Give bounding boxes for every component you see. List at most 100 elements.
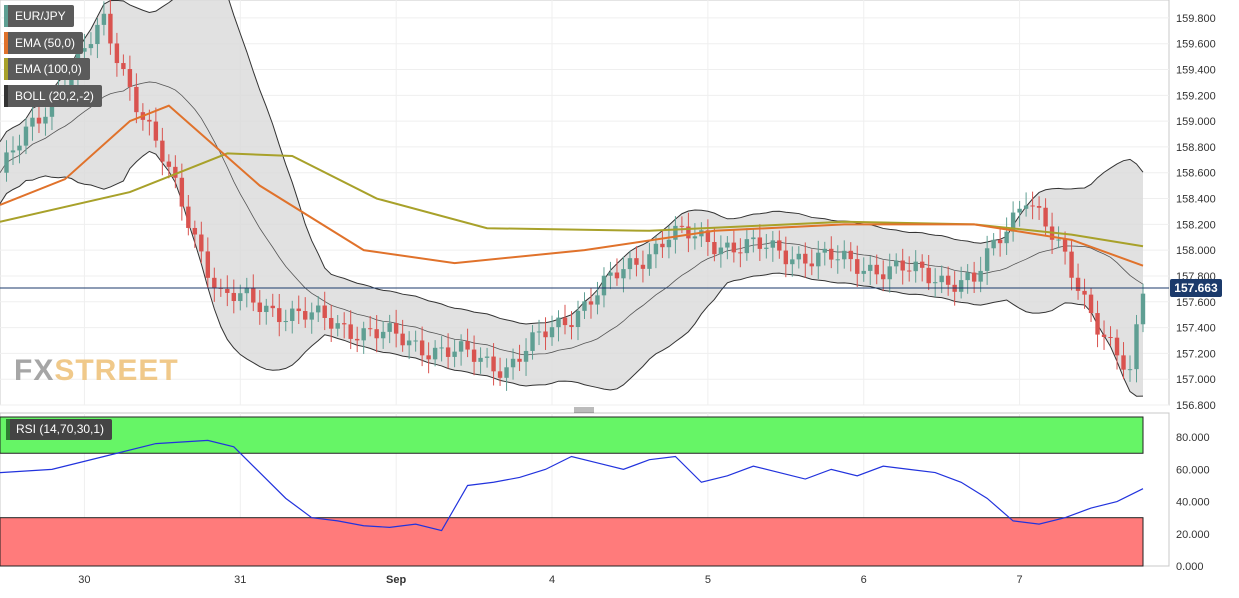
candle-body	[562, 317, 568, 326]
candle-body	[465, 341, 470, 350]
candle-body	[997, 239, 1003, 244]
candle-body	[1069, 251, 1074, 278]
candle-body	[393, 323, 399, 334]
candle-body	[582, 301, 587, 311]
candle-body	[497, 371, 503, 378]
rsi-zones	[0, 416, 1144, 567]
candle-body	[1004, 231, 1009, 244]
candle-body	[614, 272, 620, 279]
rsi-overbought-zone	[0, 416, 1144, 454]
candle-body	[458, 341, 464, 352]
candle-body	[816, 252, 821, 267]
fxstreet-watermark: FXSTREET	[14, 354, 179, 388]
candle-body	[322, 305, 327, 318]
candle-body	[1082, 290, 1087, 295]
time-tick-label: 6	[861, 574, 867, 586]
candle-body	[530, 332, 535, 351]
candle-body	[69, 73, 74, 92]
legend-rsi[interactable]: RSI (14,70,30,1)	[6, 419, 113, 440]
time-tick-label: 4	[549, 574, 555, 586]
candle-body	[887, 266, 892, 280]
ema-lines	[0, 104, 1144, 267]
candle-body	[277, 308, 282, 323]
candle-body	[1127, 369, 1133, 371]
candle-body	[1121, 355, 1126, 370]
rsi-oversold-zone	[0, 517, 1144, 567]
candle-body	[445, 347, 451, 357]
legend-rsi-label: RSI (14,70,30,1)	[16, 422, 105, 436]
candle-body	[932, 282, 938, 284]
candle-body	[764, 247, 769, 249]
candle-body	[666, 239, 672, 248]
candle-body	[601, 275, 607, 296]
candle-body	[108, 13, 113, 44]
candle-body	[1108, 337, 1113, 339]
candle-body	[770, 240, 776, 248]
candle-body	[569, 325, 574, 328]
candle-body	[88, 44, 94, 49]
candle-body	[829, 248, 834, 260]
rsi-series	[0, 439, 1144, 532]
candle-body	[127, 69, 133, 87]
legend-ema100-label: EMA (100,0)	[15, 62, 82, 76]
candle-body	[861, 270, 866, 274]
candle-body	[627, 258, 633, 270]
candle-body	[341, 323, 347, 325]
pane-resize-handle[interactable]	[574, 407, 594, 413]
candle-body	[419, 340, 425, 356]
candle-body	[1140, 293, 1146, 325]
legend-ema100[interactable]: EMA (100,0)	[4, 58, 90, 80]
candle-body	[10, 150, 16, 153]
time-tick-label: 30	[78, 574, 90, 586]
candle-body	[205, 251, 211, 278]
legend-ema50[interactable]: EMA (50,0)	[4, 32, 84, 54]
candle-body	[166, 161, 172, 167]
candle-body	[367, 328, 373, 330]
candle-body	[738, 252, 743, 254]
candle-body	[329, 317, 334, 329]
candle-body	[1056, 239, 1061, 241]
candle-body	[1114, 337, 1120, 356]
legend-symbol[interactable]: EUR/JPY	[4, 5, 74, 27]
candle-body	[1017, 208, 1022, 213]
ema50-line	[0, 104, 1144, 267]
candle-body	[23, 126, 29, 146]
boll-swatch	[4, 85, 8, 107]
candle-body	[965, 272, 970, 281]
candle-body	[244, 288, 249, 294]
candle-body	[543, 331, 548, 338]
candle-body	[212, 277, 217, 288]
candles	[4, 0, 1146, 391]
candle-body	[842, 250, 847, 260]
candle-body	[1088, 294, 1094, 314]
candle-body	[718, 247, 724, 255]
rsi-swatch	[6, 419, 10, 440]
candle-body	[484, 356, 490, 358]
price-tick-label: 157.200	[1176, 348, 1216, 360]
candle-body	[1095, 313, 1100, 335]
price-tick-label: 157.000	[1176, 374, 1216, 386]
price-tick-label: 159.200	[1176, 90, 1216, 102]
time-tick-label: Sep	[386, 574, 406, 586]
candle-body	[1101, 334, 1107, 338]
candle-body	[95, 24, 100, 45]
candle-body	[971, 272, 977, 282]
candle-body	[1062, 239, 1068, 252]
candle-body	[978, 270, 983, 282]
candle-body	[783, 250, 789, 265]
candle-body	[101, 13, 107, 25]
candle-body	[1043, 207, 1048, 227]
candle-body	[199, 234, 204, 252]
candle-body	[751, 237, 756, 240]
legend-boll[interactable]: BOLL (20,2,-2)	[4, 85, 102, 107]
candle-body	[478, 357, 483, 362]
price-tick-label: 158.800	[1176, 142, 1216, 154]
candle-body	[991, 239, 996, 249]
candle-body	[491, 356, 496, 372]
candle-body	[1075, 277, 1081, 291]
candle-body	[757, 237, 763, 249]
ema100-swatch	[4, 58, 8, 80]
price-tick-label: 158.000	[1176, 245, 1216, 257]
candle-body	[335, 323, 340, 329]
